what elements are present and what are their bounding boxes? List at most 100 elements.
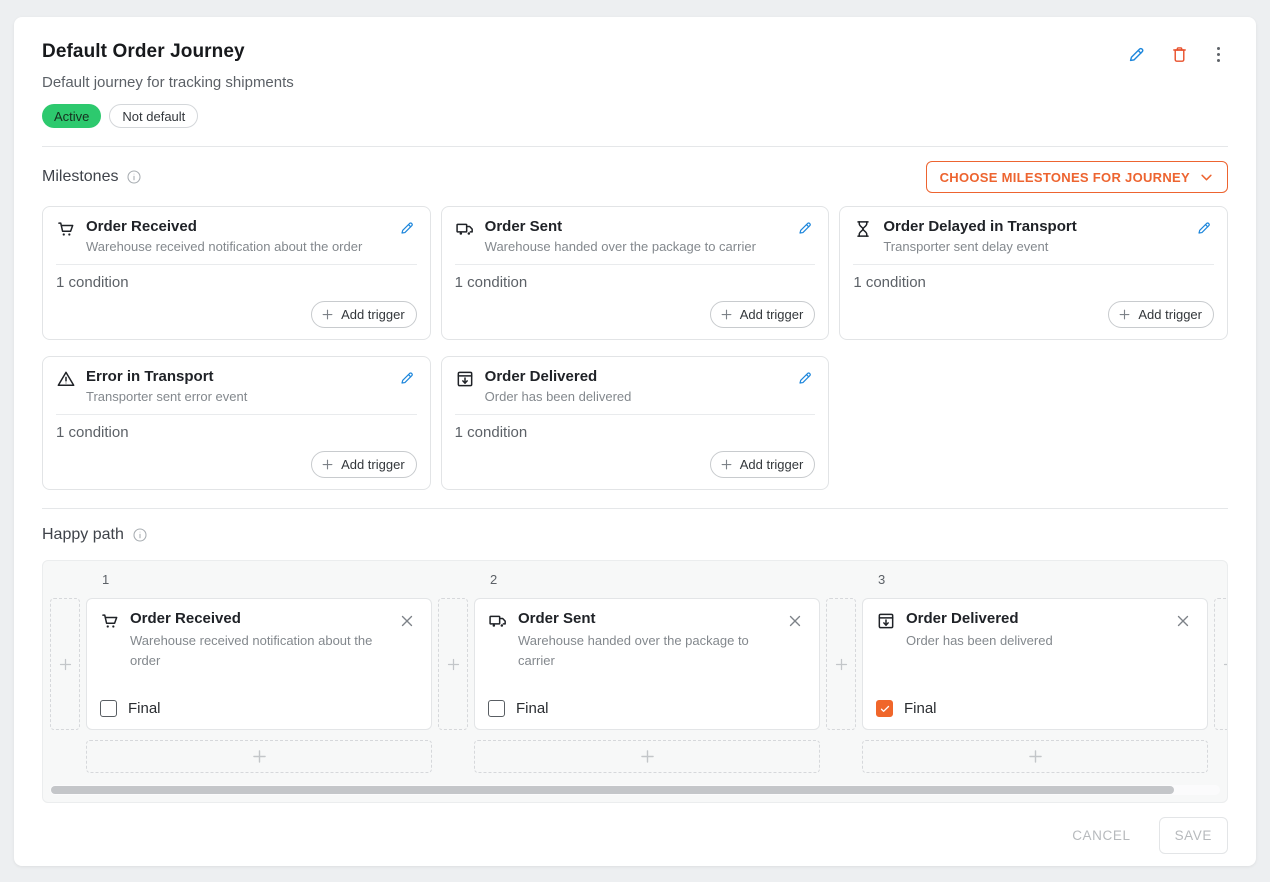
- edit-milestone-button[interactable]: [397, 218, 417, 238]
- happy-path-card-order-sent[interactable]: Order Sent Warehouse handed over the pac…: [474, 598, 820, 730]
- happy-path-card-order-delivered[interactable]: Order Delivered Order has been delivered…: [862, 598, 1208, 730]
- add-trigger-button[interactable]: Add trigger: [311, 451, 417, 478]
- delete-journey-button[interactable]: [1168, 43, 1191, 66]
- final-checkbox[interactable]: [100, 700, 117, 717]
- final-checkbox-row[interactable]: Final: [488, 700, 806, 717]
- add-step-below-dropzone[interactable]: [86, 740, 432, 773]
- plus-icon: [445, 656, 462, 673]
- pencil-icon: [1127, 45, 1146, 64]
- kebab-menu-icon: [1217, 47, 1220, 62]
- milestone-card-order-delivered: Order Delivered Order has been delivered…: [440, 356, 830, 490]
- journey-panel: Default Order Journey Default journey fo…: [14, 17, 1256, 866]
- close-icon: [398, 612, 416, 630]
- happy-path-row: 1 Order Received Warehouse received noti…: [50, 572, 1227, 773]
- final-checkbox[interactable]: [876, 700, 893, 717]
- insert-step-dropzone[interactable]: [1214, 598, 1227, 730]
- divider: [56, 414, 417, 415]
- divider: [454, 264, 816, 265]
- info-icon[interactable]: [126, 169, 142, 185]
- pencil-icon: [1196, 220, 1212, 236]
- plus-icon: [719, 307, 734, 322]
- add-trigger-button[interactable]: Add trigger: [311, 301, 417, 328]
- cart-icon: [56, 219, 76, 239]
- remove-step-button[interactable]: [396, 610, 418, 632]
- choose-milestones-button[interactable]: CHOOSE MILESTONES FOR JOURNEY: [925, 161, 1228, 193]
- happy-path-section-head: Happy path: [42, 523, 1228, 547]
- plus-icon: [1026, 747, 1045, 766]
- scrollbar-thumb[interactable]: [51, 786, 1175, 794]
- plus-icon: [1221, 656, 1227, 673]
- plus-icon: [250, 747, 269, 766]
- edit-milestone-button[interactable]: [397, 368, 417, 388]
- footer-actions: CANCEL SAVE: [42, 817, 1228, 854]
- divider: [853, 264, 1214, 265]
- step-number: 2: [490, 572, 498, 587]
- step-number: 3: [878, 572, 886, 587]
- pencil-icon: [797, 220, 813, 236]
- close-icon: [786, 612, 804, 630]
- happy-path-section-title: Happy path: [42, 526, 124, 543]
- step-title: Order Received: [130, 610, 241, 627]
- cancel-button[interactable]: CANCEL: [1070, 820, 1132, 851]
- step-description: Order has been delivered: [906, 633, 1053, 648]
- remove-step-button[interactable]: [784, 610, 806, 632]
- chevron-down-icon: [1199, 170, 1214, 185]
- condition-count: 1 condition: [454, 274, 528, 291]
- empty-grid-cell: [839, 356, 1228, 490]
- step-title: Order Delivered: [906, 610, 1019, 627]
- info-icon[interactable]: [132, 527, 148, 543]
- happy-path-step-3: 3 Order Delivered Order has been deliver…: [862, 572, 1208, 773]
- condition-count: 1 condition: [853, 274, 926, 291]
- edit-milestone-button[interactable]: [795, 368, 815, 388]
- box-arrow-down-icon: [455, 369, 475, 389]
- milestone-card-order-received: Order Received Warehouse received notifi…: [42, 206, 431, 340]
- milestone-title: Error in Transport: [86, 368, 214, 385]
- badges-row: Active Not default: [42, 104, 1228, 128]
- add-step-below-dropzone[interactable]: [474, 740, 820, 773]
- more-options-button[interactable]: [1211, 44, 1226, 65]
- edit-journey-button[interactable]: [1125, 43, 1148, 66]
- edit-milestone-button[interactable]: [795, 218, 815, 238]
- milestone-description: Warehouse received notification about th…: [86, 239, 363, 254]
- header-actions: [1125, 43, 1226, 66]
- condition-count: 1 condition: [56, 274, 129, 291]
- box-arrow-down-icon: [876, 611, 896, 631]
- step-title: Order Sent: [518, 610, 596, 627]
- pencil-icon: [399, 370, 415, 386]
- journey-subtitle: Default journey for tracking shipments: [42, 74, 294, 91]
- milestones-section-head: Milestones CHOOSE MILESTONES FOR JOURNEY: [42, 161, 1228, 193]
- milestone-description: Transporter sent error event: [86, 389, 248, 404]
- milestones-section-title: Milestones: [42, 168, 119, 185]
- save-button[interactable]: SAVE: [1158, 817, 1228, 854]
- final-checkbox-row[interactable]: Final: [100, 700, 418, 717]
- add-trigger-button[interactable]: Add trigger: [709, 451, 816, 478]
- edit-milestone-button[interactable]: [1194, 218, 1214, 238]
- final-checkbox-row[interactable]: Final: [876, 700, 1194, 717]
- plus-icon: [320, 307, 335, 322]
- hourglass-icon: [853, 219, 873, 239]
- happy-path-card-order-received[interactable]: Order Received Warehouse received notifi…: [86, 598, 432, 730]
- horizontal-scrollbar[interactable]: [50, 785, 1220, 795]
- condition-count: 1 condition: [56, 424, 129, 441]
- add-trigger-button[interactable]: Add trigger: [1108, 301, 1214, 328]
- plus-icon: [638, 747, 657, 766]
- final-label: Final: [516, 700, 549, 717]
- add-trigger-button[interactable]: Add trigger: [709, 301, 816, 328]
- truck-icon: [455, 219, 475, 239]
- happy-path-step-2: 2 Order Sent Warehouse handed over the p…: [474, 572, 820, 773]
- milestone-title: Order Sent: [484, 218, 563, 235]
- final-checkbox[interactable]: [488, 700, 505, 717]
- final-label: Final: [128, 700, 161, 717]
- plus-icon: [320, 457, 335, 472]
- insert-step-dropzone[interactable]: [50, 598, 80, 730]
- step-number: 1: [102, 572, 110, 587]
- add-step-below-dropzone[interactable]: [862, 740, 1208, 773]
- condition-count: 1 condition: [454, 424, 528, 441]
- insert-step-dropzone[interactable]: [438, 598, 468, 730]
- remove-step-button[interactable]: [1172, 610, 1194, 632]
- happy-path-board: 1 Order Received Warehouse received noti…: [42, 560, 1228, 803]
- milestone-title: Order Received: [86, 218, 197, 235]
- status-badge-active: Active: [42, 104, 102, 128]
- insert-step-dropzone[interactable]: [826, 598, 856, 730]
- pencil-icon: [797, 370, 813, 386]
